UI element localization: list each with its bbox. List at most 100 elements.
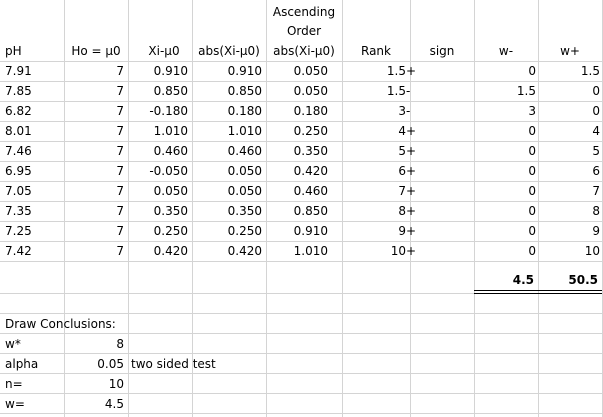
cell-ph: 6.95 <box>5 164 32 178</box>
cell-ph: 7.46 <box>5 144 32 158</box>
conclusion-label: alpha <box>5 357 39 371</box>
conclusion-value: 8 <box>116 337 124 351</box>
cell-ph: 7.35 <box>5 204 32 218</box>
cell-sign: - <box>406 104 411 118</box>
cell-rank: 3 <box>398 104 406 118</box>
cell-wplus: 4 <box>592 124 600 138</box>
cell-wminus: 3 <box>528 104 536 118</box>
cell-rank: 1.5 <box>386 64 406 78</box>
cell-ho: 7 <box>116 124 124 138</box>
cell-rank: 5 <box>398 144 406 158</box>
cell-diff: -0.180 <box>149 104 188 118</box>
cell-ho: 7 <box>116 204 124 218</box>
cell-asc: 0.460 <box>293 184 328 198</box>
cell-asc: 0.910 <box>293 224 328 238</box>
cell-rank: 6 <box>398 164 406 178</box>
cell-asc: 0.250 <box>293 124 328 138</box>
cell-asc: 0.350 <box>293 144 328 158</box>
cell-rank: 4 <box>398 124 406 138</box>
cell-wminus: 0 <box>528 244 536 258</box>
cell-sign: + <box>406 144 417 158</box>
header-ascending-line2: Order <box>286 24 322 38</box>
conclusion-note: two sided test <box>131 357 216 371</box>
cell-rank: 1.5 <box>386 84 406 98</box>
conclusion-label: w= <box>5 397 25 411</box>
conclusion-label: w* <box>5 337 21 351</box>
cell-ho: 7 <box>116 224 124 238</box>
header-diff: Xi-μ0 <box>148 44 180 58</box>
cell-ph: 7.05 <box>5 184 32 198</box>
cell-sign: + <box>406 184 417 198</box>
cell-ph: 6.82 <box>5 104 32 118</box>
cell-sign: - <box>406 84 411 98</box>
cell-asc: 0.850 <box>293 204 328 218</box>
total-w-plus: 50.5 <box>568 273 598 287</box>
cell-diff: 0.350 <box>153 204 188 218</box>
conclusion-note <box>131 374 261 394</box>
header-sign: sign <box>429 44 455 58</box>
cell-ho: 7 <box>116 184 124 198</box>
cell-wplus: 0 <box>592 104 600 118</box>
cell-wminus: 1.5 <box>516 84 536 98</box>
cell-sign: + <box>406 164 417 178</box>
cell-diff: 0.250 <box>153 224 188 238</box>
cell-ho: 7 <box>116 244 124 258</box>
header-abs: abs(Xi-μ0) <box>198 44 260 58</box>
cell-asc: 0.420 <box>293 164 328 178</box>
cell-ph: 7.85 <box>5 84 32 98</box>
conclusion-value: 10 <box>108 377 124 391</box>
cell-sign: + <box>406 244 417 258</box>
cell-ph: 7.25 <box>5 224 32 238</box>
cell-abs: 1.010 <box>227 124 262 138</box>
cell-diff: 0.910 <box>153 64 188 78</box>
cell-abs: 0.350 <box>227 204 262 218</box>
conclusion-note <box>131 394 261 414</box>
cell-wplus: 0 <box>592 84 600 98</box>
cell-diff: -0.050 <box>149 164 188 178</box>
cell-wminus: 0 <box>528 224 536 238</box>
header-w-plus: w+ <box>560 44 580 58</box>
cell-wplus: 1.5 <box>580 64 600 78</box>
total-w-minus: 4.5 <box>512 273 534 287</box>
cell-abs: 0.050 <box>227 184 262 198</box>
cell-wminus: 0 <box>528 144 536 158</box>
header-ph: pH <box>5 44 22 58</box>
cell-asc: 1.010 <box>293 244 328 258</box>
header-ho: Ho = μ0 <box>71 44 121 58</box>
cell-diff: 1.010 <box>153 124 188 138</box>
cell-wplus: 5 <box>592 144 600 158</box>
header-ascending-line1: Ascending <box>272 5 336 19</box>
cell-ho: 7 <box>116 144 124 158</box>
cell-diff: 0.850 <box>153 84 188 98</box>
cell-ph: 8.01 <box>5 124 32 138</box>
cell-rank: 8 <box>398 204 406 218</box>
conclusion-label: n= <box>5 377 23 391</box>
cell-asc: 0.050 <box>293 84 328 98</box>
cell-wminus: 0 <box>528 164 536 178</box>
cell-abs: 0.910 <box>227 64 262 78</box>
cell-diff: 0.050 <box>153 184 188 198</box>
cell-rank: 9 <box>398 224 406 238</box>
cell-abs: 0.050 <box>227 164 262 178</box>
cell-rank: 10 <box>390 244 406 258</box>
cell-wplus: 9 <box>592 224 600 238</box>
cell-abs: 0.250 <box>227 224 262 238</box>
cell-ph: 7.42 <box>5 244 32 258</box>
conclusions-title: Draw Conclusions: <box>5 317 116 331</box>
header-rank: Rank <box>361 44 391 58</box>
cell-sign: + <box>406 64 417 78</box>
cell-ho: 7 <box>116 164 124 178</box>
cell-wplus: 8 <box>592 204 600 218</box>
cell-asc: 0.180 <box>293 104 328 118</box>
cell-asc: 0.050 <box>293 64 328 78</box>
header-ascending-line3: abs(Xi-μ0) <box>273 44 335 58</box>
cell-abs: 0.850 <box>227 84 262 98</box>
cell-wminus: 0 <box>528 204 536 218</box>
cell-wplus: 10 <box>584 244 600 258</box>
cell-abs: 0.420 <box>227 244 262 258</box>
cell-rank: 7 <box>398 184 406 198</box>
conclusion-note <box>131 334 261 354</box>
cell-diff: 0.420 <box>153 244 188 258</box>
cell-sign: + <box>406 124 417 138</box>
